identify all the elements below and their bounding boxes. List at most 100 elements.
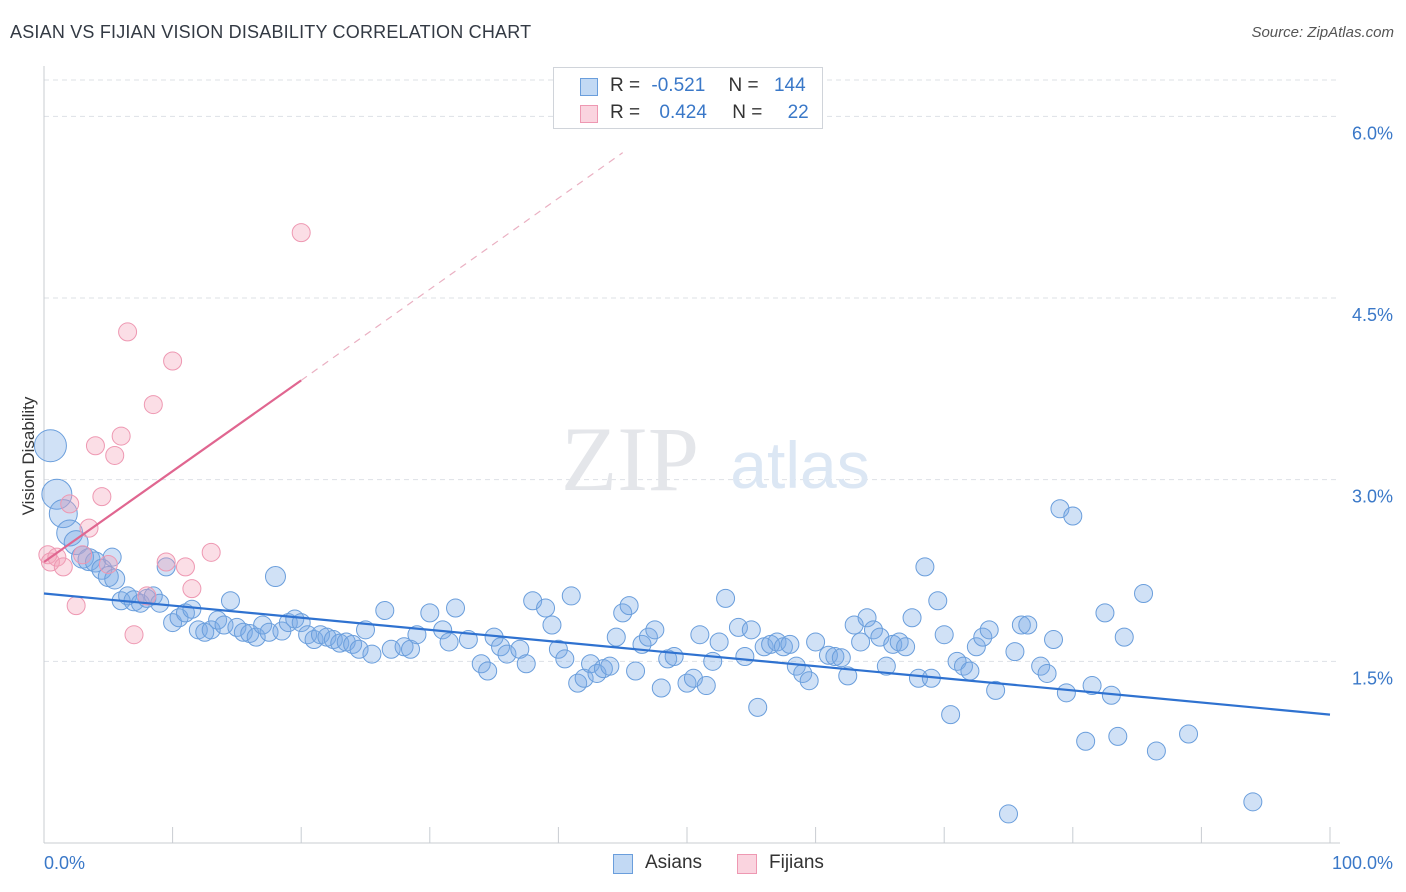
asians-r-value: -0.521	[651, 75, 706, 96]
chart-title: ASIAN VS FIJIAN VISION DISABILITY CORREL…	[10, 22, 532, 42]
fijian-point-15	[137, 586, 157, 606]
asians-n-label: N =	[728, 75, 759, 96]
asian-point-109	[799, 671, 819, 691]
asian-point-22	[175, 603, 195, 623]
asian-point-65	[491, 637, 511, 657]
fijian-point-14	[124, 625, 144, 645]
asian-point-140	[1011, 615, 1031, 635]
asian-points	[33, 429, 1263, 824]
y-tick-label-2: 4.5%	[1352, 305, 1393, 325]
asian-point-86	[638, 627, 658, 647]
asian-point-152	[1108, 726, 1128, 746]
asian-point-67	[510, 639, 530, 659]
asian-point-124	[902, 608, 922, 628]
asian-point-97	[716, 588, 736, 608]
watermark-atlas: atlas	[730, 428, 869, 502]
x-tick-label-0: 0.0%	[44, 853, 85, 873]
trendlines	[43, 152, 1331, 716]
asian-point-113	[831, 648, 851, 668]
asian-trendline	[43, 592, 1331, 716]
asian-point-4	[63, 530, 89, 556]
y-tick-label-3: 6.0%	[1352, 123, 1393, 143]
asian-point-110	[806, 632, 826, 652]
asian-point-123	[896, 637, 916, 657]
fijian-point-4	[60, 494, 80, 514]
asian-point-130	[941, 705, 961, 725]
asians-swatch	[580, 78, 598, 96]
asians-r-label: R =	[610, 75, 641, 96]
asian-point-96	[709, 632, 729, 652]
asian-point-29	[220, 591, 240, 611]
fijians-r-label: R =	[610, 102, 641, 123]
asian-point-94	[696, 676, 716, 696]
asian-point-74	[561, 586, 581, 606]
asian-point-139	[1005, 642, 1025, 662]
asian-point-100	[741, 620, 761, 640]
asian-point-146	[1056, 683, 1076, 703]
asian-point-59	[439, 632, 459, 652]
fijian-point-19	[175, 557, 195, 577]
asian-point-17	[143, 586, 163, 606]
asian-point-27	[208, 610, 228, 630]
fijian-point-11	[105, 445, 125, 465]
asian-point-10	[104, 568, 126, 590]
tick-labels: 1.5% 3.0% 4.5% 6.0% 0.0% 100.0%	[44, 123, 1393, 873]
y-tick-label-1: 3.0%	[1352, 487, 1393, 507]
asian-point-129	[934, 625, 954, 645]
fijian-point-20	[182, 579, 202, 599]
grid-lines	[44, 79, 1340, 662]
fijians-legend-label: Fijians	[769, 852, 824, 873]
asian-point-2	[48, 499, 78, 529]
asian-point-135	[973, 627, 993, 647]
asian-point-26	[201, 620, 221, 640]
asians-n-value: 144	[773, 75, 806, 96]
y-tick-label-0: 1.5%	[1352, 668, 1393, 688]
asian-point-70	[536, 598, 556, 618]
fijian-point-2	[47, 547, 67, 567]
correlation-legend: R = -0.521 N = 144 R = 0.424 N = 22	[553, 67, 823, 129]
asian-point-122	[889, 632, 909, 652]
fijians-legend-swatch	[737, 854, 757, 874]
asian-point-141	[1018, 615, 1038, 635]
fijians-swatch	[580, 105, 598, 123]
asian-point-132	[953, 656, 973, 676]
asian-point-87	[645, 620, 665, 640]
asian-point-49	[349, 639, 369, 659]
asian-point-120	[876, 656, 896, 676]
fijian-point-17	[156, 552, 176, 572]
asian-point-153	[1114, 627, 1134, 647]
asian-point-77	[581, 654, 601, 674]
asian-point-1	[41, 478, 73, 510]
asian-point-48	[343, 634, 363, 654]
asian-point-66	[497, 644, 517, 664]
asian-point-68	[516, 654, 536, 674]
fijian-point-13	[118, 322, 138, 342]
fijian-point-10	[98, 554, 118, 574]
asian-point-72	[548, 639, 568, 659]
asian-point-61	[458, 630, 478, 650]
asian-point-76	[574, 668, 594, 688]
asian-point-36	[264, 566, 286, 588]
fijian-point-22	[291, 223, 311, 243]
asian-point-63	[478, 661, 498, 681]
asian-point-90	[664, 646, 684, 666]
asian-point-20	[163, 613, 183, 633]
asian-point-81	[606, 627, 626, 647]
asian-point-30	[227, 617, 247, 637]
asian-point-138	[999, 804, 1018, 824]
watermark: ZIP atlas	[561, 408, 870, 510]
asian-point-19	[156, 557, 176, 577]
asian-point-142	[1031, 656, 1051, 676]
asian-point-131	[947, 651, 967, 671]
asian-point-62	[471, 654, 491, 674]
asians-legend-swatch	[613, 854, 633, 874]
asian-point-99	[735, 646, 755, 666]
asian-point-147	[1063, 506, 1083, 526]
asian-point-150	[1095, 603, 1115, 623]
y-axis-label: Vision Disability	[19, 396, 38, 515]
asian-point-34	[253, 615, 273, 635]
asian-point-56	[407, 625, 427, 645]
fijian-point-3	[53, 557, 73, 577]
fijian-point-12	[111, 426, 131, 446]
asian-point-154	[1134, 584, 1154, 604]
